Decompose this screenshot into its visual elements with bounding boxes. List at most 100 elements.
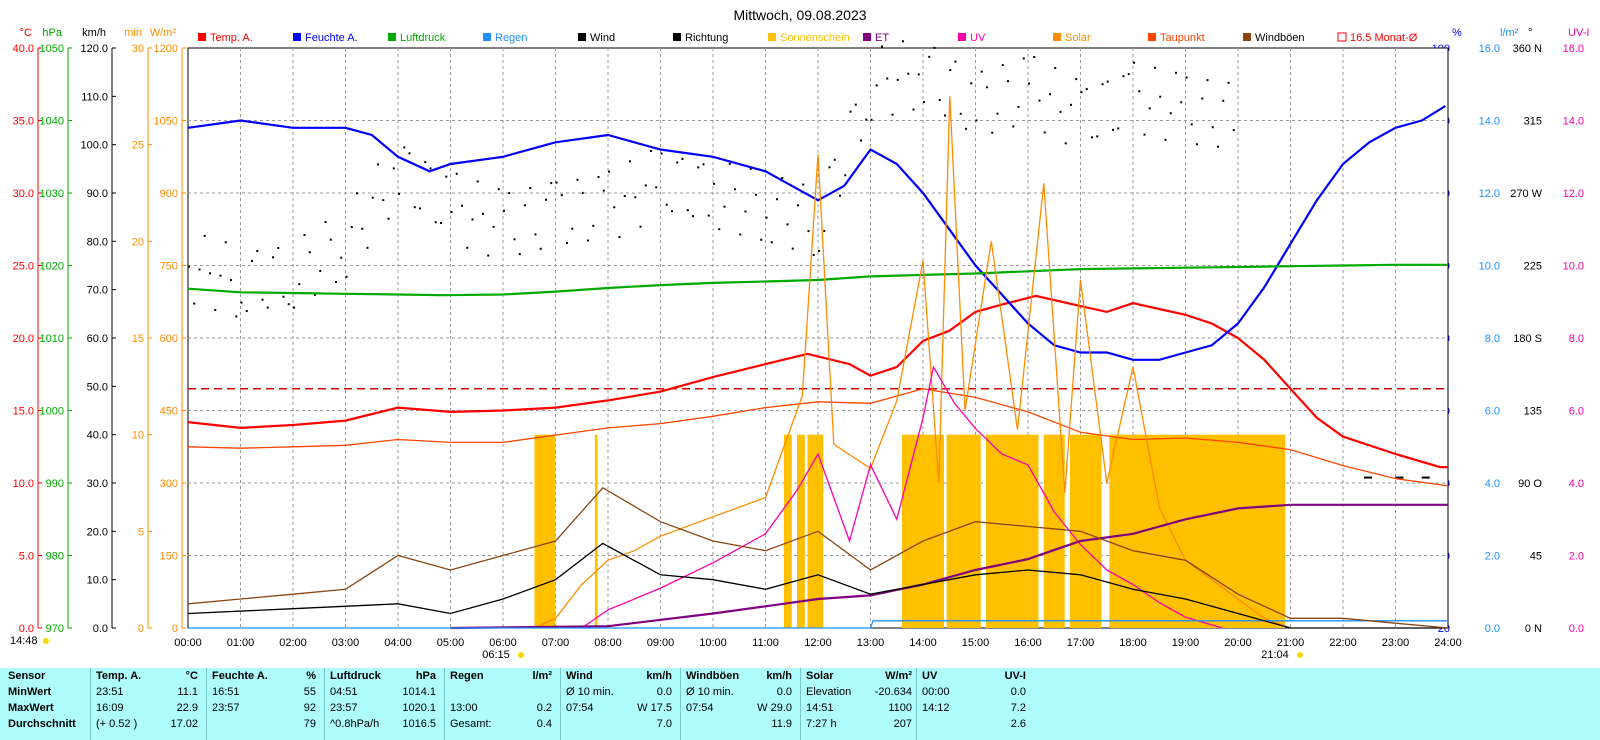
direction-point <box>1164 138 1167 141</box>
direction-point <box>408 152 411 155</box>
direction-point <box>560 194 563 197</box>
stats-time: 14:51 <box>806 702 834 714</box>
direction-point <box>261 298 264 301</box>
direction-point <box>613 206 616 209</box>
direction-point <box>303 234 306 237</box>
direction-point <box>1190 123 1193 126</box>
direction-point <box>697 166 700 169</box>
axis-tick-label: 1200 <box>154 43 178 55</box>
axis-tick-label: 40.0 <box>87 430 108 442</box>
x-tick-label: 05:00 <box>437 637 465 649</box>
direction-point <box>1033 56 1036 59</box>
direction-point <box>550 182 553 185</box>
axis-tick-label: 30 <box>132 43 144 55</box>
direction-point <box>734 188 736 191</box>
x-tick-label: 15:00 <box>962 637 990 649</box>
stats-value: 0.4 <box>536 718 552 730</box>
direction-point <box>571 227 574 230</box>
x-tick-label: 00:00 <box>174 637 202 649</box>
stats-value: 207 <box>893 718 912 730</box>
stats-divider <box>444 668 445 740</box>
axis-tick-label: 1000 <box>40 406 64 418</box>
direction-point <box>818 249 820 252</box>
direction-point <box>1054 67 1057 70</box>
direction-point <box>1159 95 1162 98</box>
stats-value: 22.9 <box>176 702 198 714</box>
axis-tick-label: 5 <box>138 526 144 538</box>
direction-point <box>1070 103 1072 106</box>
axis-tick-label: 225 <box>1524 261 1542 273</box>
direction-point <box>293 306 295 309</box>
axis-tick-label: 0.0 <box>1569 623 1584 635</box>
axis-unit-label: l/m² <box>1500 27 1519 39</box>
sunshine-bar <box>807 434 818 628</box>
direction-point <box>1012 125 1015 128</box>
direction-point <box>844 174 847 177</box>
legend-label: Solar <box>1065 32 1091 44</box>
direction-point <box>1112 128 1114 131</box>
axis-unit-label: ° <box>1528 27 1532 39</box>
stats-time: 23:57 <box>330 702 358 714</box>
legend-label: Feuchte A. <box>305 32 358 44</box>
stats-value: 0.2 <box>536 702 552 714</box>
x-tick-label: 13:00 <box>857 637 885 649</box>
direction-point <box>340 256 343 259</box>
direction-point <box>1122 75 1125 78</box>
direction-point <box>1196 143 1198 146</box>
series-line-Temp. A. <box>187 294 1448 469</box>
direction-point <box>455 172 458 175</box>
direction-point <box>650 149 652 152</box>
axis-tick-label: 6.0 <box>1485 406 1500 418</box>
direction-point <box>812 253 815 256</box>
direction-point <box>902 40 904 43</box>
axis-tick-label: 1020 <box>40 261 64 273</box>
direction-point <box>849 110 852 113</box>
direction-point <box>413 206 416 209</box>
direction-point <box>891 113 894 116</box>
axis-tick-label: 180 S <box>1513 333 1542 345</box>
direction-point <box>508 192 511 195</box>
stats-table: Sensor MinWert MaxWert Durchschnitt Temp. A.… <box>0 668 1600 740</box>
axis-tick-label: 300 <box>160 478 178 490</box>
direction-point <box>639 225 642 228</box>
direction-point <box>492 225 495 228</box>
series-line-Taupunkt <box>187 388 1449 487</box>
direction-point <box>1001 64 1004 67</box>
stats-value: 0.0 <box>1010 686 1026 698</box>
direction-point <box>419 207 421 210</box>
direction-point <box>1211 126 1214 129</box>
direction-point <box>592 224 595 227</box>
legend-swatch <box>198 33 206 41</box>
x-tick-label: 01:00 <box>227 637 255 649</box>
direction-point <box>928 55 931 58</box>
stats-row-label: MinWert <box>8 686 52 698</box>
stats-header: Solar <box>806 670 834 682</box>
direction-point <box>1143 133 1146 136</box>
stats-header: Wind <box>566 670 593 682</box>
direction-point <box>377 163 379 166</box>
x-tick-label: 02:00 <box>279 637 307 649</box>
axis-tick-label: 2.0 <box>1569 551 1584 563</box>
direction-point <box>970 82 973 85</box>
axis-tick-label: 15.0 <box>13 406 34 418</box>
stats-divider <box>206 668 207 740</box>
stats-unit: km/h <box>646 670 672 682</box>
direction-point <box>744 210 747 213</box>
stats-time: 23:57 <box>212 702 240 714</box>
direction-point <box>524 204 526 207</box>
direction-point <box>1085 88 1088 91</box>
direction-point <box>193 302 196 305</box>
stats-row-label: Durchschnitt <box>8 718 76 730</box>
axis-tick-label: 10 <box>132 430 144 442</box>
stats-time: Ø 10 min. <box>566 686 614 698</box>
series-line-Regen <box>188 620 1448 629</box>
x-tick-label: 18:00 <box>1119 637 1147 649</box>
direction-point <box>797 204 799 207</box>
series-line-Solar <box>534 96 1291 629</box>
direction-point <box>282 295 285 298</box>
direction-point <box>298 283 301 286</box>
stats-value: 1014.1 <box>402 686 436 698</box>
direction-point <box>1185 76 1188 79</box>
stats-value: W 29.0 <box>757 702 792 714</box>
direction-point <box>266 306 269 309</box>
